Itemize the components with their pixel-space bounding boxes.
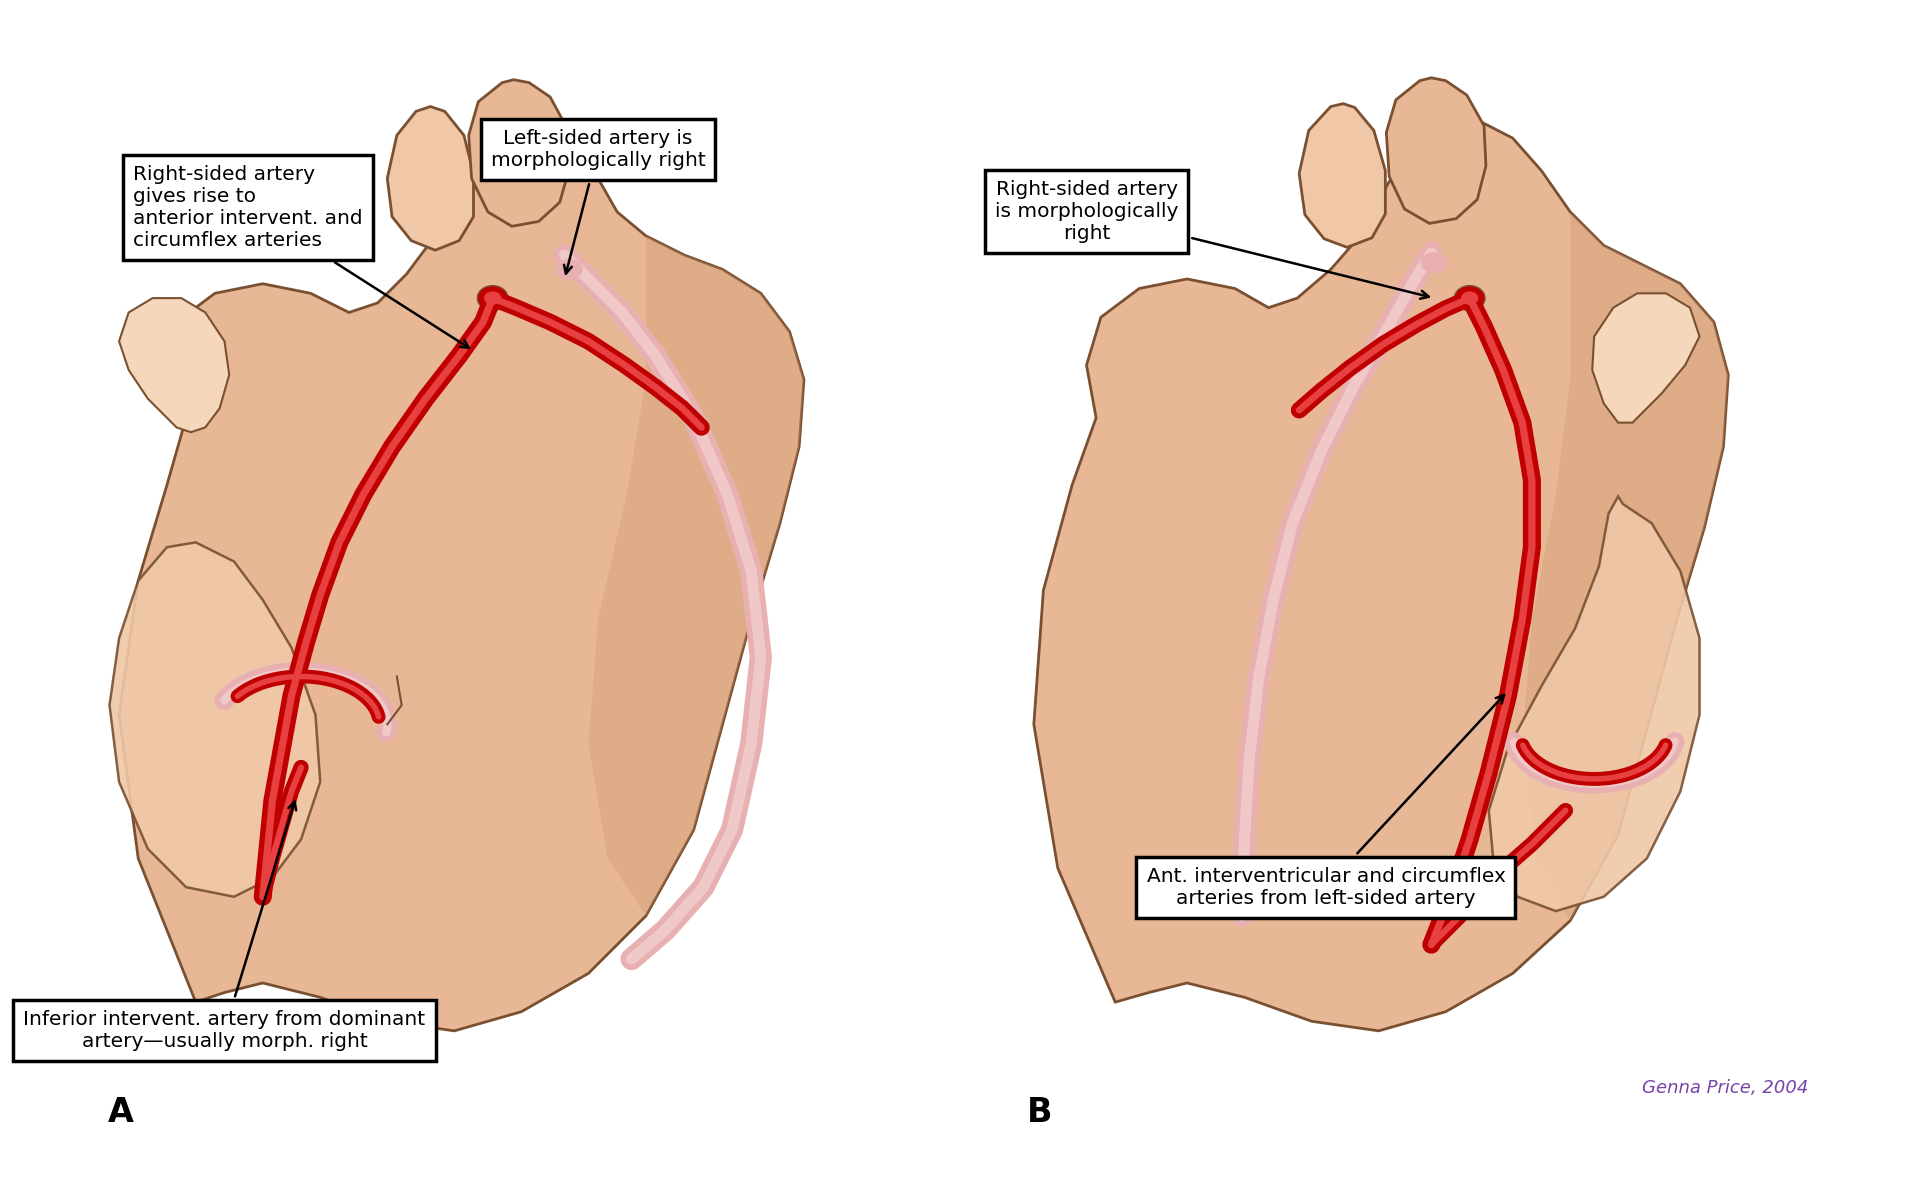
- Polygon shape: [1299, 104, 1385, 248]
- Polygon shape: [588, 236, 805, 915]
- Ellipse shape: [1454, 286, 1485, 311]
- Text: Inferior intervent. artery from dominant
artery—usually morph. right: Inferior intervent. artery from dominant…: [23, 801, 425, 1051]
- Polygon shape: [109, 542, 320, 896]
- Text: Right-sided artery
is morphologically
right: Right-sided artery is morphologically ri…: [994, 180, 1429, 299]
- Polygon shape: [1035, 120, 1728, 1031]
- Polygon shape: [387, 106, 473, 250]
- Polygon shape: [119, 130, 805, 1031]
- Polygon shape: [1387, 77, 1487, 223]
- Text: A: A: [107, 1095, 134, 1129]
- Polygon shape: [1592, 293, 1699, 423]
- Polygon shape: [119, 298, 230, 433]
- Text: Left-sided artery is
morphologically right: Left-sided artery is morphologically rig…: [490, 129, 705, 273]
- Text: B: B: [1027, 1095, 1052, 1129]
- Polygon shape: [1489, 496, 1699, 911]
- Ellipse shape: [485, 291, 502, 305]
- Text: Genna Price, 2004: Genna Price, 2004: [1642, 1079, 1809, 1097]
- Polygon shape: [469, 80, 569, 226]
- Ellipse shape: [477, 286, 508, 311]
- Text: Ant. interventricular and circumflex
arteries from left-sided artery: Ant. interventricular and circumflex art…: [1146, 695, 1506, 907]
- Ellipse shape: [1462, 291, 1479, 305]
- Polygon shape: [1523, 212, 1728, 920]
- Ellipse shape: [556, 259, 582, 280]
- Ellipse shape: [1422, 253, 1448, 273]
- Text: Right-sided artery
gives rise to
anterior intervent. and
circumflex arteries: Right-sided artery gives rise to anterio…: [134, 164, 469, 348]
